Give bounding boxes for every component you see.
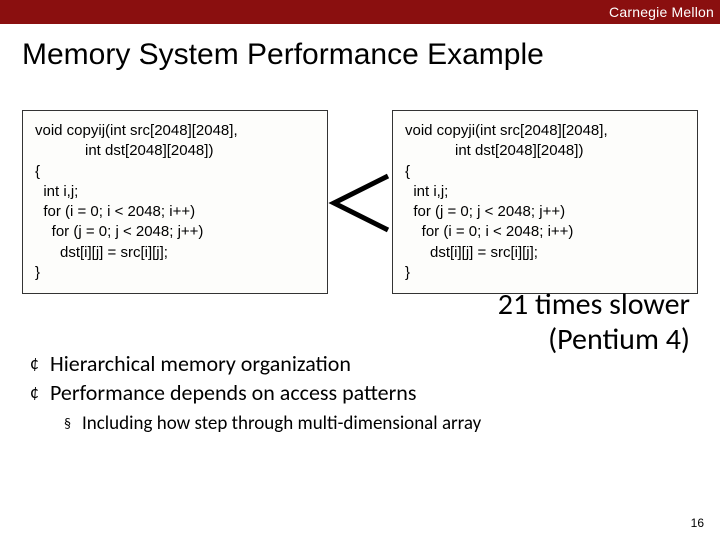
slide: Carnegie Mellon Memory System Performanc… — [0, 0, 720, 540]
callout-text: 21 times slower (Pentium 4) — [498, 288, 690, 357]
bullet-list: ¢ Hierarchical memory organization ¢ Per… — [30, 350, 690, 436]
bullet-item: ¢ Performance depends on access patterns — [30, 379, 690, 406]
bullet-text: Performance depends on access patterns — [50, 379, 416, 406]
bullet-marker: ¢ — [30, 379, 50, 405]
bullet-item: ¢ Hierarchical memory organization — [30, 350, 690, 377]
sub-bullet-item: § Including how step through multi-dimen… — [64, 412, 690, 436]
sub-bullet-text: Including how step through multi-dimensi… — [82, 412, 481, 435]
brand-text: Carnegie Mellon — [609, 4, 714, 20]
page-number: 16 — [691, 516, 704, 530]
callout-line1: 21 times slower — [498, 288, 690, 323]
bullet-marker: ¢ — [30, 350, 50, 376]
header-bar: Carnegie Mellon — [0, 0, 720, 24]
less-than-icon — [322, 170, 398, 236]
bullet-text: Hierarchical memory organization — [50, 350, 351, 377]
sub-bullet-marker: § — [64, 412, 82, 436]
code-box-right: void copyji(int src[2048][2048], int dst… — [392, 110, 698, 294]
slide-title: Memory System Performance Example — [0, 24, 720, 82]
code-box-left: void copyij(int src[2048][2048], int dst… — [22, 110, 328, 294]
